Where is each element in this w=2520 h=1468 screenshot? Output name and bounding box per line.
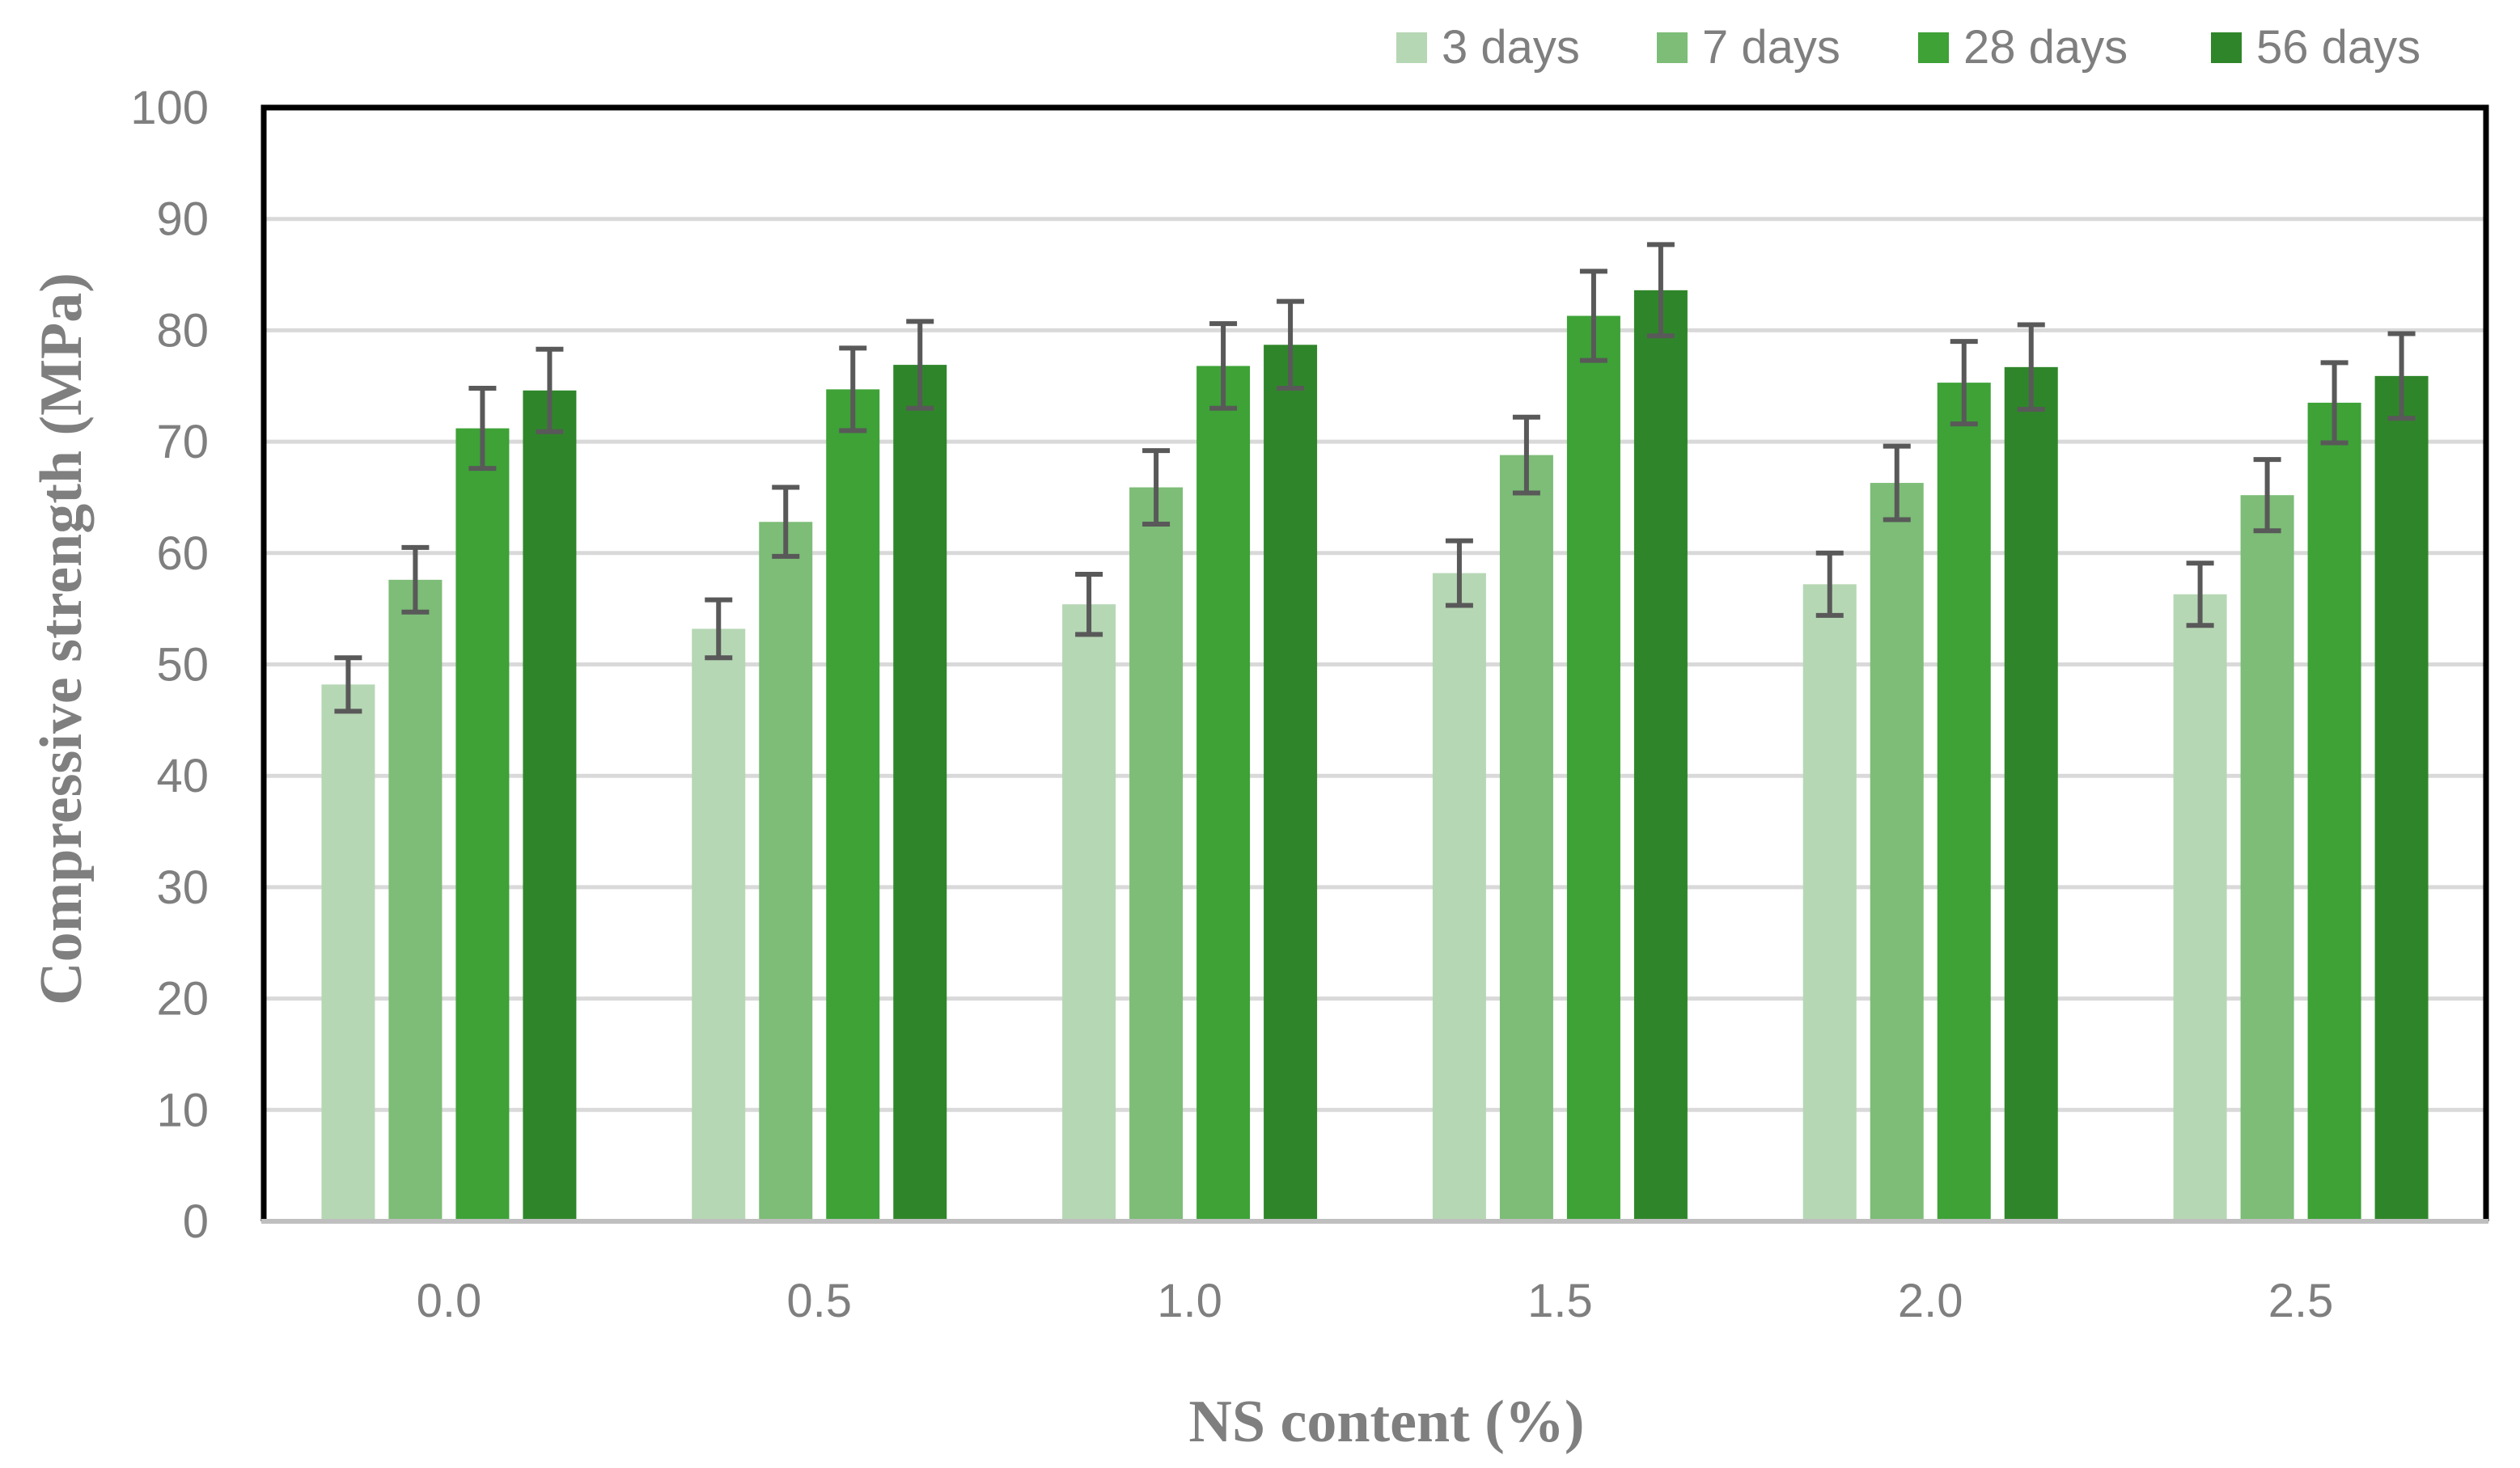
y-tick-label: 50 (156, 639, 209, 692)
y-axis-title: Compressive strength (MPa) (28, 273, 95, 1005)
legend-label: 28 days (1963, 21, 2128, 74)
y-tick-label: 20 (156, 973, 209, 1026)
y-tick-label: 70 (156, 416, 209, 468)
y-tick-label: 100 (130, 82, 209, 134)
bar (826, 389, 880, 1222)
legend-swatch (1918, 32, 1949, 63)
y-tick-label: 0 (183, 1195, 209, 1248)
bar (523, 390, 577, 1221)
bar (455, 428, 510, 1221)
legend-swatch (2211, 32, 2242, 63)
bar (2173, 594, 2227, 1221)
bar (759, 522, 813, 1221)
bar (1196, 366, 1251, 1221)
legend-swatch (1657, 32, 1688, 63)
bar (2004, 366, 2058, 1221)
y-tick-label: 60 (156, 527, 209, 580)
bar (1432, 573, 1486, 1221)
x-tick-label: 0.0 (417, 1275, 482, 1327)
plot-frame (260, 104, 2489, 1224)
y-tick-label: 10 (156, 1084, 209, 1136)
x-tick-label: 0.5 (786, 1275, 852, 1327)
bar (1633, 290, 1688, 1221)
gridlines (264, 217, 2486, 1112)
bar (893, 365, 947, 1221)
bar (1937, 383, 1991, 1221)
bar (1499, 455, 1553, 1221)
legend-label: 7 days (1702, 21, 1840, 74)
x-axis-tick-labels: 0.0 0.5 1.0 1.5 2.0 2.5 (417, 1275, 2334, 1327)
legend-label: 56 days (2256, 21, 2420, 74)
bar (388, 579, 443, 1221)
bar (2307, 402, 2361, 1221)
y-tick-label: 90 (156, 193, 209, 246)
bar (1264, 345, 1318, 1221)
bars (321, 290, 2429, 1222)
plot-border (260, 104, 2489, 1221)
error-bars (334, 242, 2416, 714)
y-tick-label: 80 (156, 304, 209, 357)
legend: 3 days 7 days 28 days 56 days (1396, 21, 2420, 74)
x-axis-title: NS content (%) (1188, 1389, 1584, 1455)
bar (321, 684, 375, 1221)
bar (1129, 487, 1184, 1221)
bar (2240, 495, 2294, 1221)
x-tick-label: 2.0 (1898, 1275, 1963, 1327)
y-tick-label: 40 (156, 750, 209, 802)
x-tick-label: 2.5 (2268, 1275, 2334, 1327)
bar (1566, 315, 1620, 1221)
x-tick-label: 1.0 (1157, 1275, 1222, 1327)
bar (2374, 375, 2429, 1222)
bar (1062, 604, 1116, 1221)
legend-swatch (1396, 32, 1427, 63)
y-axis-tick-labels: 0 10 20 30 40 50 60 70 80 90 100 (130, 82, 209, 1248)
legend-label: 3 days (1442, 21, 1580, 74)
bar (1870, 483, 1924, 1221)
x-tick-label: 1.5 (1527, 1275, 1593, 1327)
y-tick-label: 30 (156, 861, 209, 914)
bar (1802, 584, 1857, 1221)
bar (692, 628, 746, 1221)
